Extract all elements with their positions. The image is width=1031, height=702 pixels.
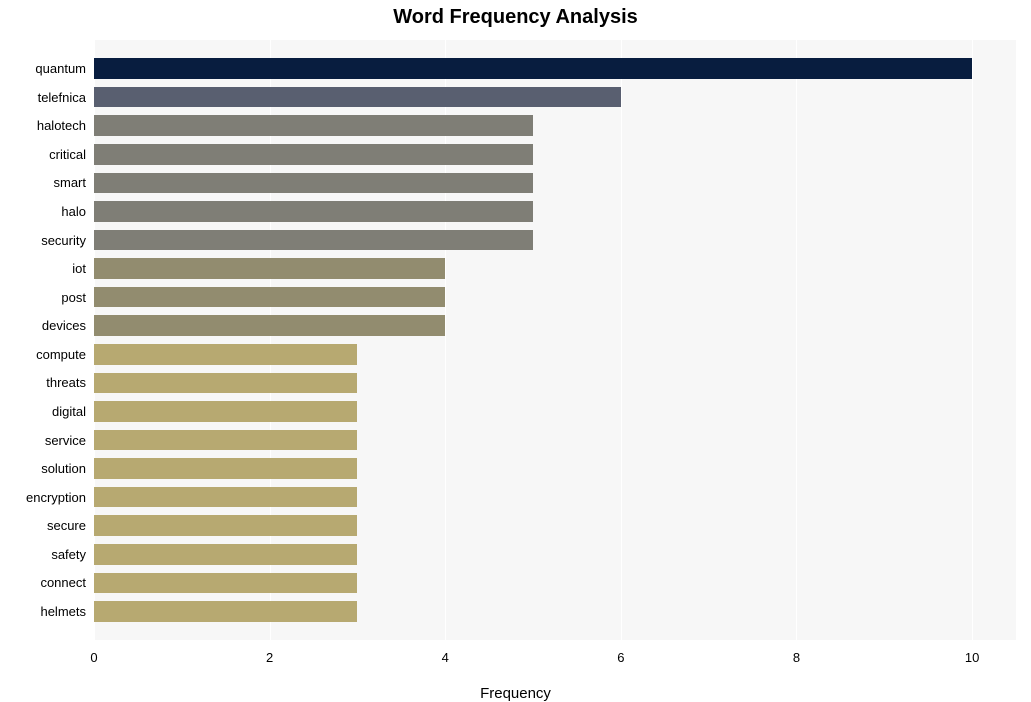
bar (94, 515, 357, 536)
y-tick-label: digital (0, 404, 86, 419)
x-axis-title: Frequency (0, 685, 1031, 702)
bar (94, 230, 533, 251)
y-tick-label: secure (0, 518, 86, 533)
x-tick-label: 4 (442, 650, 449, 665)
bar (94, 258, 445, 279)
bar (94, 373, 357, 394)
y-tick-label: halotech (0, 118, 86, 133)
y-tick-label: service (0, 433, 86, 448)
y-tick-label: security (0, 233, 86, 248)
y-tick-label: devices (0, 318, 86, 333)
bar (94, 430, 357, 451)
chart-container: Word Frequency Analysis Frequency 0 2 4 6 8 1… (0, 0, 1031, 701)
x-tick-label: 6 (617, 650, 624, 665)
y-tick-label: connect (0, 575, 86, 590)
y-tick-label: encryption (0, 490, 86, 505)
bar (94, 601, 357, 622)
bar (94, 487, 357, 508)
y-tick-label: quantum (0, 61, 86, 76)
plot-area (94, 40, 1016, 640)
bar (94, 115, 533, 136)
bar (94, 173, 533, 194)
grid-line (621, 40, 622, 640)
y-tick-label: halo (0, 204, 86, 219)
bar (94, 87, 621, 108)
y-tick-label: threats (0, 375, 86, 390)
y-tick-label: smart (0, 175, 86, 190)
bar (94, 573, 357, 594)
y-tick-label: solution (0, 461, 86, 476)
y-tick-label: helmets (0, 604, 86, 619)
x-tick-label: 10 (965, 650, 979, 665)
x-tick-label: 2 (266, 650, 273, 665)
bar (94, 144, 533, 165)
y-tick-label: safety (0, 547, 86, 562)
bar (94, 458, 357, 479)
bar (94, 344, 357, 365)
bar (94, 201, 533, 222)
bar (94, 544, 357, 565)
bar (94, 287, 445, 308)
bar (94, 58, 972, 79)
bar (94, 315, 445, 336)
grid-line (972, 40, 973, 640)
x-tick-label: 0 (90, 650, 97, 665)
y-tick-label: telefnica (0, 90, 86, 105)
bar (94, 401, 357, 422)
y-tick-label: critical (0, 147, 86, 162)
grid-line (796, 40, 797, 640)
x-tick-label: 8 (793, 650, 800, 665)
y-tick-label: post (0, 290, 86, 305)
y-tick-label: compute (0, 347, 86, 362)
y-tick-label: iot (0, 261, 86, 276)
chart-title: Word Frequency Analysis (0, 6, 1031, 29)
